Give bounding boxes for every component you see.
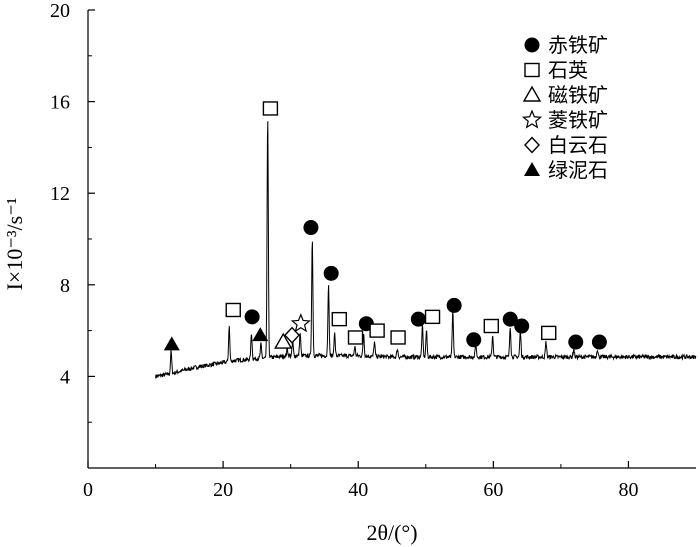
dolomite-marker (524, 136, 540, 154)
siderite-marker (290, 313, 311, 333)
x-tick-label: 60 (483, 479, 503, 501)
hematite-marker (514, 318, 530, 334)
peak-markers (163, 101, 607, 351)
quartz-marker (524, 62, 540, 78)
chlorite-marker (163, 336, 180, 351)
quartz-marker (225, 302, 241, 318)
diffraction-trace (155, 121, 697, 379)
x-tick-label: 20 (213, 479, 233, 501)
axes (87, 10, 696, 469)
hematite-marker (591, 334, 607, 350)
hematite-marker (466, 332, 482, 348)
quartz-marker (390, 330, 406, 345)
legend-label: 绿泥石 (548, 158, 608, 182)
quartz-marker (483, 318, 500, 334)
ticks: 0 20 40 60 80 4 8 12 16 20 (50, 0, 638, 501)
y-tick-label: 20 (50, 0, 70, 22)
hematite-marker (323, 265, 339, 281)
chlorite-marker (524, 162, 540, 176)
x-tick-label: 40 (348, 479, 368, 501)
quartz-marker (347, 330, 364, 345)
hematite-marker (446, 297, 462, 313)
magnetite-marker (274, 332, 293, 349)
y-axis-label: I×10⁻³/s⁻¹ (2, 198, 27, 291)
x-axis-label: 2θ/(°) (366, 520, 417, 545)
y-tick-label: 8 (60, 275, 70, 297)
legend-label: 赤铁矿 (548, 33, 608, 57)
y-tick-label: 4 (60, 366, 70, 388)
magnetite-marker (522, 85, 542, 102)
x-tick-label: 80 (618, 479, 638, 501)
legend-label: 白云石 (548, 133, 608, 157)
quartz-marker (541, 325, 557, 341)
hematite-marker (502, 311, 518, 327)
x-tick-label: 0 (83, 479, 93, 501)
hematite-marker (410, 311, 426, 327)
legend-label: 磁铁矿 (548, 83, 608, 107)
quartz-marker (424, 309, 441, 325)
quartz-marker (369, 323, 385, 338)
legend-label: 石英 (548, 58, 588, 82)
hematite-marker (524, 37, 540, 53)
chlorite-marker (252, 327, 269, 342)
plot-area (155, 121, 697, 379)
hematite-marker (303, 220, 319, 236)
legend-label: 菱铁矿 (548, 108, 608, 132)
quartz-marker (331, 311, 348, 327)
siderite-marker (521, 109, 543, 129)
hematite-marker (244, 309, 260, 325)
hematite-marker (568, 334, 584, 350)
y-tick-label: 16 (50, 92, 70, 114)
y-tick-label: 12 (50, 183, 70, 205)
quartz-marker (262, 101, 279, 116)
